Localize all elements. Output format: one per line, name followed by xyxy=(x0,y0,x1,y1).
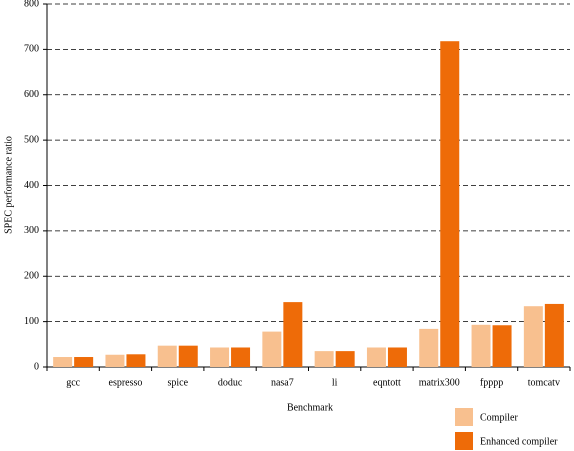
y-tick-label: 500 xyxy=(24,134,39,145)
x-axis-label: Benchmark xyxy=(287,402,333,413)
bar xyxy=(440,41,460,368)
x-tick-label: fpppp xyxy=(480,377,503,388)
x-tick-label: matrix300 xyxy=(419,377,460,388)
x-tick-label: espresso xyxy=(109,377,143,388)
legend-label: Compiler xyxy=(480,412,518,423)
y-tick-label: 600 xyxy=(24,89,39,100)
bar xyxy=(544,303,564,367)
bar xyxy=(53,357,73,367)
bar xyxy=(74,357,94,367)
y-tick-label: 0 xyxy=(34,361,39,372)
bar xyxy=(283,302,303,367)
x-tick-label: spice xyxy=(167,377,188,388)
bar xyxy=(126,354,146,367)
bar xyxy=(314,351,334,367)
x-tick-label: gcc xyxy=(66,377,80,388)
bar xyxy=(210,347,230,367)
y-tick-label: 100 xyxy=(24,316,39,327)
y-tick-label: 200 xyxy=(24,271,39,282)
x-tick-label: nasa7 xyxy=(271,377,294,388)
legend-label: Enhanced compiler xyxy=(480,436,558,447)
bar xyxy=(335,351,355,367)
bar xyxy=(419,328,439,367)
y-tick-label: 400 xyxy=(24,180,39,191)
bar xyxy=(387,347,407,367)
legend-swatch xyxy=(455,408,473,426)
bar xyxy=(231,347,251,367)
legend-swatch xyxy=(455,432,473,450)
x-tick-label: eqntott xyxy=(373,377,401,388)
x-tick-label: li xyxy=(332,377,338,388)
bar xyxy=(157,345,177,367)
bar xyxy=(178,345,198,367)
y-tick-label: 800 xyxy=(24,0,39,9)
x-tick-label: doduc xyxy=(218,377,243,388)
bar xyxy=(262,331,282,367)
bar xyxy=(523,306,543,367)
bar xyxy=(471,324,491,367)
bar xyxy=(366,347,386,367)
x-tick-label: tomcatv xyxy=(528,377,560,388)
bar xyxy=(105,354,125,367)
y-tick-label: 300 xyxy=(24,225,39,236)
y-axis-label: SPEC performance ratio xyxy=(3,136,14,234)
y-tick-label: 700 xyxy=(24,44,39,55)
bar xyxy=(492,325,512,367)
